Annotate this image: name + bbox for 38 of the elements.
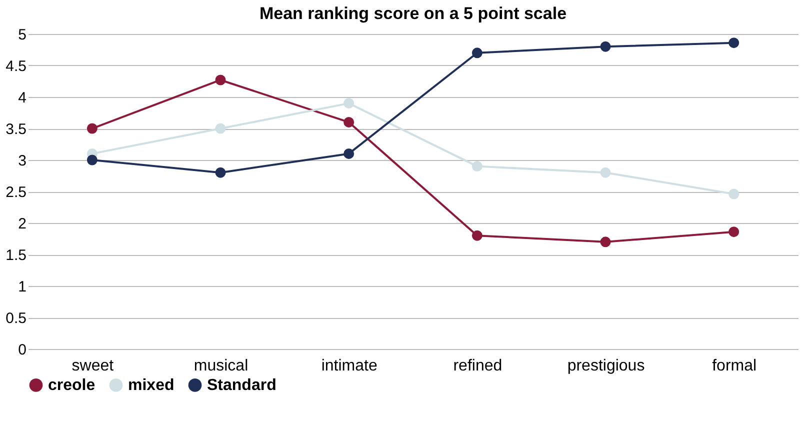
point	[600, 167, 611, 178]
y-tick-label: 0	[18, 342, 26, 358]
x-tick-label: sweet	[72, 358, 114, 374]
legend-label: Standard	[207, 377, 276, 394]
point	[215, 167, 226, 178]
x-tick-label: musical	[194, 358, 248, 374]
legend-label: creole	[48, 377, 96, 394]
point	[86, 154, 98, 166]
x-tick-label: formal	[712, 358, 757, 374]
point	[86, 123, 98, 134]
point	[728, 226, 740, 238]
y-tick-label: 3.5	[6, 121, 26, 138]
point	[344, 98, 354, 109]
point	[472, 230, 482, 241]
point	[600, 236, 611, 248]
y-tick-label: 1.5	[6, 247, 26, 264]
point	[215, 123, 226, 134]
y-tick-label: 4.5	[6, 58, 26, 75]
y-tick-label: 3	[18, 152, 26, 170]
y-tick-label: 2	[18, 216, 26, 232]
y-tick-label: 1	[18, 278, 26, 296]
x-tick-label: refined	[453, 358, 502, 374]
point	[472, 161, 482, 172]
point	[728, 188, 740, 200]
y-tick-label: 2.5	[6, 184, 26, 201]
point	[472, 48, 482, 58]
legend-label: mixed	[128, 377, 174, 394]
y-tick-label: 5	[18, 26, 26, 44]
point	[728, 38, 740, 48]
y-tick-label: 0.5	[6, 310, 26, 327]
point	[344, 148, 354, 159]
x-tick-label: intimate	[321, 358, 378, 374]
chart-title: Mean ranking score on a 5 point scale	[259, 4, 567, 23]
point	[215, 74, 226, 86]
y-tick-label: 4	[18, 90, 26, 106]
point	[600, 41, 611, 52]
x-tick-label: prestigious	[567, 358, 645, 374]
point	[344, 116, 354, 128]
